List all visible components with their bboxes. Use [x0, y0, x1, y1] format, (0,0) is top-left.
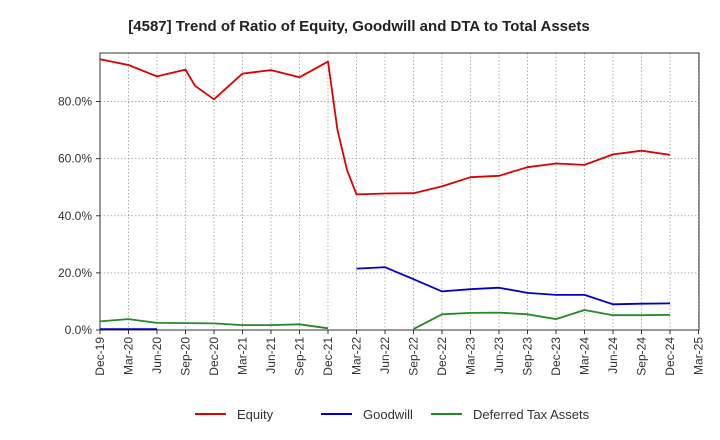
- y-axis-ticks: 0.0% 20.0% 40.0% 60.0% 80.0%: [58, 95, 100, 337]
- x-tick-label: Dec-22: [435, 337, 449, 376]
- series-lines: [99, 58, 671, 331]
- deferred-tax-assets-legend-label: Deferred Tax Assets: [473, 407, 590, 422]
- equity-line: [99, 58, 671, 196]
- x-tick-label: Jun-20: [150, 337, 164, 374]
- x-axis-ticks: Dec-19 Mar-20 Jun-20 Sep-20 Dec-20 Mar-21 Jun-…: [93, 330, 706, 376]
- x-tick-label: Mar-20: [122, 337, 136, 375]
- x-tick-label: Mar-21: [236, 337, 250, 375]
- x-tick-label: Mar-25: [692, 337, 706, 375]
- x-tick-label: Dec-21: [321, 337, 335, 376]
- x-tick-label: Dec-23: [549, 337, 563, 376]
- x-tick-label: Sep-24: [635, 337, 649, 376]
- x-tick-label: Sep-23: [521, 337, 535, 376]
- x-tick-label: Dec-19: [93, 337, 107, 376]
- y-tick-label: 20.0%: [58, 266, 92, 280]
- x-tick-label: Dec-20: [207, 337, 221, 376]
- x-tick-label: Mar-24: [578, 337, 592, 375]
- x-tick-label: Sep-22: [407, 337, 421, 376]
- goodwill-legend-label: Goodwill: [363, 407, 413, 422]
- deferred-tax-assets-line: [99, 318, 329, 330]
- x-tick-label: Sep-20: [179, 337, 193, 376]
- x-tick-label: Dec-24: [663, 337, 677, 376]
- y-tick-label: 80.0%: [58, 95, 92, 109]
- goodwill-line: [356, 266, 671, 306]
- x-tick-label: Sep-21: [293, 337, 307, 376]
- y-tick-label: 60.0%: [58, 152, 92, 166]
- x-tick-label: Jun-24: [606, 337, 620, 374]
- plot-area: [99, 52, 700, 331]
- x-tick-label: Jun-21: [264, 337, 278, 374]
- deferred-tax-assets-line: [413, 309, 671, 330]
- y-tick-label: 0.0%: [65, 323, 93, 337]
- x-tick-label: Mar-23: [464, 337, 478, 375]
- grid: [99, 53, 699, 331]
- y-tick-label: 40.0%: [58, 209, 92, 223]
- x-tick-label: Mar-22: [350, 337, 364, 375]
- legend: Equity Goodwill Deferred Tax Assets: [195, 407, 590, 422]
- equity-legend-label: Equity: [237, 407, 274, 422]
- x-tick-label: Jun-23: [492, 337, 506, 374]
- chart-title: [4587] Trend of Ratio of Equity, Goodwil…: [128, 18, 589, 35]
- x-tick-label: Jun-22: [378, 337, 392, 374]
